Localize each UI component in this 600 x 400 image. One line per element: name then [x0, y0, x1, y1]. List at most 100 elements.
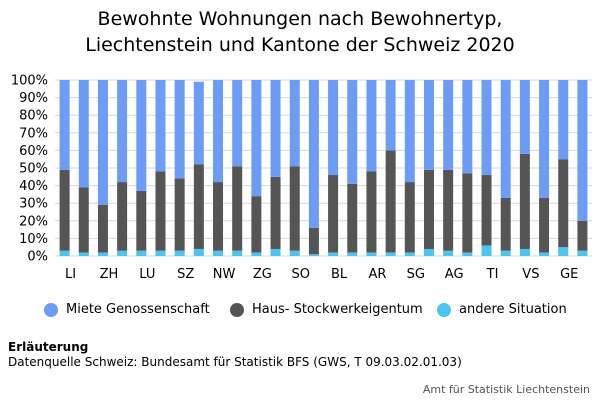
bar-segment [232, 250, 243, 256]
bar-segment [443, 169, 454, 251]
bar-segment [289, 166, 300, 251]
bar-segment [385, 252, 396, 256]
bar-segment [404, 80, 415, 183]
y-tick-label: 60% [19, 144, 48, 159]
y-tick-label: 20% [19, 214, 48, 229]
bar-segment [136, 190, 147, 251]
bar-segment [174, 178, 185, 251]
bar-segment [78, 187, 89, 253]
bar-segment [558, 159, 569, 248]
footer-credit: Amt für Statistik Liechtenstein [422, 383, 590, 396]
chart-title: Bewohnte Wohnungen nach Bewohnertyp, Lie… [0, 6, 600, 58]
bar-segment [519, 248, 530, 256]
x-tick-label: LU [139, 267, 155, 282]
bar-segment [328, 175, 339, 253]
bar-segment [59, 80, 70, 170]
bar-segment [481, 80, 492, 176]
bar-segment [500, 250, 511, 256]
legend-item-andere: andere Situation [437, 302, 567, 317]
bar-segment [174, 80, 185, 179]
y-tick-label: 70% [19, 126, 48, 141]
bar-segment [328, 252, 339, 256]
bar-segment [251, 252, 262, 256]
x-tick-label: BL [331, 267, 348, 282]
legend-item-miete: Miete Genossenschaft [44, 302, 210, 317]
x-tick-label: GE [560, 267, 578, 282]
bar-segment [308, 227, 319, 255]
y-tick-label: 80% [19, 109, 48, 124]
bar-segment [462, 173, 473, 253]
bar-segment [78, 252, 89, 256]
bar-segment [174, 250, 185, 256]
bar-segment [558, 247, 569, 256]
legend-label-haus: Haus- Stockwerkeigentum [252, 302, 423, 317]
bar-segment [78, 80, 89, 188]
x-tick-label: SO [291, 267, 309, 282]
bar-segment [539, 252, 550, 256]
legend-label-miete: Miete Genossenschaft [66, 302, 210, 317]
bar-segment [347, 252, 358, 256]
bar-segment [155, 80, 166, 172]
bar-segment [539, 197, 550, 253]
chart-title-line-2: Liechtenstein und Kantone der Schweiz 20… [85, 34, 515, 56]
bar-segment [117, 80, 128, 183]
note-heading: Erläuterung [8, 340, 89, 354]
bar-segment [213, 80, 224, 183]
x-tick-label: LI [65, 267, 76, 282]
y-tick-label: 30% [19, 197, 48, 212]
bar-segment [423, 80, 434, 170]
bar-segment [366, 252, 377, 256]
bar-segment [481, 175, 492, 246]
bar-segment [385, 150, 396, 253]
bar-segment [59, 169, 70, 251]
x-tick-label: ZG [253, 267, 272, 282]
y-tick-label: 10% [19, 232, 48, 247]
bar-segment [347, 80, 358, 184]
bar-segment [97, 80, 108, 205]
legend-label-andere: andere Situation [459, 302, 567, 317]
bar-segment [462, 252, 473, 256]
bar-segment [308, 254, 319, 256]
bar-segment [404, 182, 415, 253]
bar-segment [193, 248, 204, 256]
bar-segment [97, 204, 108, 253]
y-tick-label: 50% [19, 162, 48, 177]
bar-segment [213, 250, 224, 256]
y-tick-label: 0% [27, 250, 48, 265]
bar-segment [155, 171, 166, 251]
bar-segment [328, 80, 339, 176]
bar-segment [251, 80, 262, 197]
bar-segment [270, 80, 281, 177]
bar-segment [347, 183, 358, 253]
bar-segment [481, 245, 492, 256]
bar-segment [117, 182, 128, 251]
bar-segment [385, 80, 396, 151]
bar-segment [232, 80, 243, 167]
bar-segment [270, 248, 281, 256]
bar-segment [558, 80, 569, 160]
bar-segment [443, 80, 454, 170]
legend-swatch-miete [44, 302, 58, 317]
x-tick-label: TI [486, 267, 499, 282]
stacked-bar-chart: 0% 10% 20% 30% 40% 50% 60% 70% 80% 90% 100% LI ZH LU S… [11, 74, 592, 282]
chart-title-line-1: Bewohnte Wohnungen nach Bewohnertyp, [97, 8, 503, 30]
bar-segment [519, 153, 530, 249]
bar-segment [366, 171, 377, 253]
x-tick-label: SZ [177, 267, 194, 282]
bar-segment [423, 248, 434, 256]
bar-segment [462, 80, 473, 174]
bar-segment [251, 196, 262, 253]
x-tick-label: AG [445, 267, 464, 282]
bar-segment [519, 80, 530, 154]
bar-segment [193, 81, 204, 165]
bar-segment [155, 250, 166, 256]
x-tick-label: SG [407, 267, 425, 282]
bar-segment [443, 250, 454, 256]
bar-segment [577, 80, 588, 221]
bar-segment [577, 250, 588, 256]
bar-segment [213, 182, 224, 251]
bar-segment [308, 80, 319, 228]
legend-swatch-haus [230, 302, 244, 317]
y-tick-label: 100% [11, 74, 48, 89]
x-tick-label: ZH [100, 267, 119, 282]
